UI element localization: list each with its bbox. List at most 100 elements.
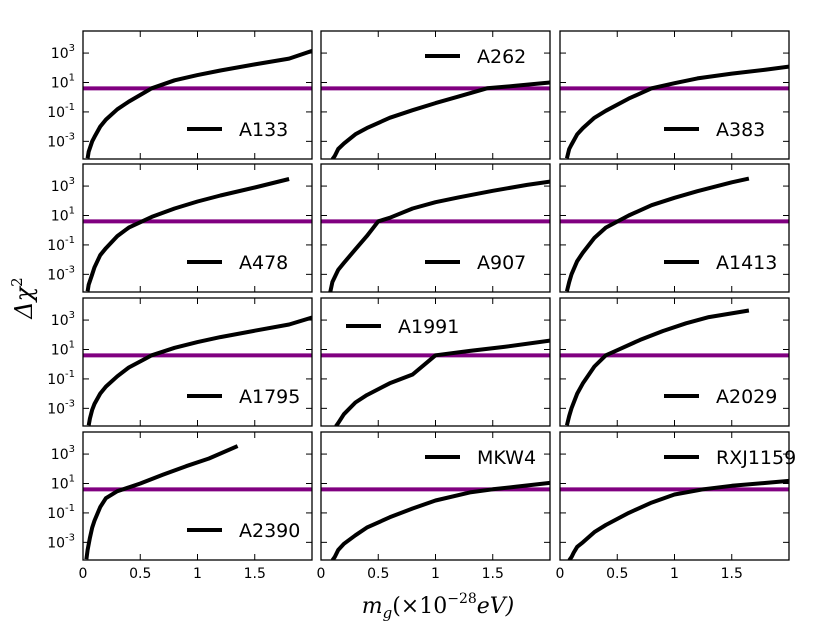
y-tick-exp: -1 (65, 503, 75, 514)
y-tick-label: 10-3 (47, 398, 75, 417)
y-tick-exp: 3 (69, 310, 75, 321)
series-line-a2390 (84, 444, 239, 560)
y-tick-exp: -3 (65, 532, 75, 543)
series-line-a2029 (564, 308, 750, 426)
y-tick-label: 101 (51, 205, 75, 224)
y-tick-base: 10 (51, 476, 69, 492)
y-label-main: Δχ (10, 285, 38, 319)
y-tick-base: 10 (47, 535, 65, 551)
x-tick-label: 0 (556, 566, 565, 582)
y-tick-exp: -3 (65, 398, 75, 409)
y-tick-exp: -3 (65, 264, 75, 275)
y-tick-base: 10 (47, 267, 65, 283)
y-tick-base: 10 (51, 208, 69, 224)
y-tick-base: 10 (51, 447, 69, 463)
y-tick-label: 103 (51, 176, 75, 195)
x-label-sub: g (383, 604, 393, 622)
series-line-a478 (85, 177, 290, 292)
series-line-a383 (564, 64, 789, 159)
series-line-a907 (328, 179, 550, 292)
legend-label: A1795 (239, 386, 300, 408)
x-tick-label: 0.5 (606, 566, 628, 582)
y-tick-base: 10 (47, 105, 65, 121)
x-tick-label: 1 (431, 566, 440, 582)
y-tick-label: 103 (51, 43, 75, 62)
y-tick-exp: 1 (69, 72, 75, 83)
x-tick-label: 1.5 (482, 566, 504, 582)
legend-label: A262 (477, 46, 526, 68)
x-label-unit: eV) (477, 594, 515, 619)
legend-label: A907 (477, 252, 526, 274)
y-tick-label: 10-1 (47, 503, 75, 522)
series-line-a1795 (86, 315, 312, 426)
series-line-a262 (330, 80, 550, 159)
y-tick-exp: -1 (65, 235, 75, 246)
y-tick-label: 101 (51, 339, 75, 358)
panel-a1413: A1413 (559, 163, 790, 293)
y-axis-label: Δχ2 (8, 277, 38, 319)
panel-a2029: A2029 (559, 297, 790, 427)
y-tick-base: 10 (47, 372, 65, 388)
y-tick-label: 10-1 (47, 235, 75, 254)
y-tick-label: 103 (51, 310, 75, 329)
y-tick-base: 10 (47, 506, 65, 522)
panel-rxj1159: 0 0.5 1 1.5 RXJ1159 (556, 431, 796, 582)
y-tick-exp: 3 (69, 444, 75, 455)
legend-label: A478 (239, 252, 288, 274)
y-tick-exp: -1 (65, 369, 75, 380)
series-line-mkw4 (330, 480, 550, 560)
y-tick-base: 10 (51, 313, 69, 329)
y-tick-exp: -1 (65, 102, 75, 113)
y-tick-label: 103 (51, 444, 75, 463)
legend-label: A133 (239, 119, 288, 141)
x-tick-label: 0.5 (129, 566, 151, 582)
y-tick-base: 10 (47, 238, 65, 254)
y-tick-exp: -3 (65, 131, 75, 142)
legend-label: A1991 (398, 316, 459, 338)
y-tick-exp: 3 (69, 176, 75, 187)
y-tick-exp: 1 (69, 205, 75, 216)
y-tick-base: 10 (47, 134, 65, 150)
y-tick-base: 10 (51, 342, 69, 358)
y-tick-label: 10-3 (47, 131, 75, 150)
x-tick-label: 0 (79, 566, 88, 582)
x-tick-label: 0.5 (367, 566, 389, 582)
x-tick-label: 0 (317, 566, 326, 582)
series-line-a133 (85, 49, 312, 159)
x-tick-label: 1 (670, 566, 679, 582)
legend-label: A1413 (716, 252, 777, 274)
legend-label: A383 (716, 119, 765, 141)
y-tick-base: 10 (47, 401, 65, 417)
x-label-exp: −28 (447, 591, 477, 607)
y-tick-base: 10 (51, 75, 69, 91)
series-line-a1413 (564, 176, 750, 292)
y-tick-exp: 1 (69, 473, 75, 484)
panel-a1991: A1991 (320, 297, 551, 427)
y-tick-label: 101 (51, 473, 75, 492)
y-tick-label: 10-1 (47, 369, 75, 388)
y-label-exp: 2 (8, 277, 26, 287)
panel-a907: A907 (320, 163, 551, 293)
legend-label: MKW4 (477, 447, 536, 469)
x-tick-label: 1.5 (721, 566, 743, 582)
y-tick-exp: 1 (69, 339, 75, 350)
series-line-a1991 (334, 338, 550, 426)
panel-mkw4: 0 0.5 1 1.5 MKW4 (317, 431, 551, 582)
series-line-rxj1159 (567, 478, 789, 560)
x-axis-label: mg(×10−28eV) (362, 591, 515, 622)
legend-label: A2390 (239, 520, 300, 542)
legend-label: A2029 (716, 386, 777, 408)
x-label-main: m (362, 594, 383, 619)
panel-a383: A383 (559, 30, 790, 160)
panel-a262: A262 (320, 30, 551, 160)
y-tick-base: 10 (51, 46, 69, 62)
y-tick-label: 10-3 (47, 532, 75, 551)
x-tick-label: 1.5 (244, 566, 266, 582)
y-tick-label: 10-1 (47, 102, 75, 121)
